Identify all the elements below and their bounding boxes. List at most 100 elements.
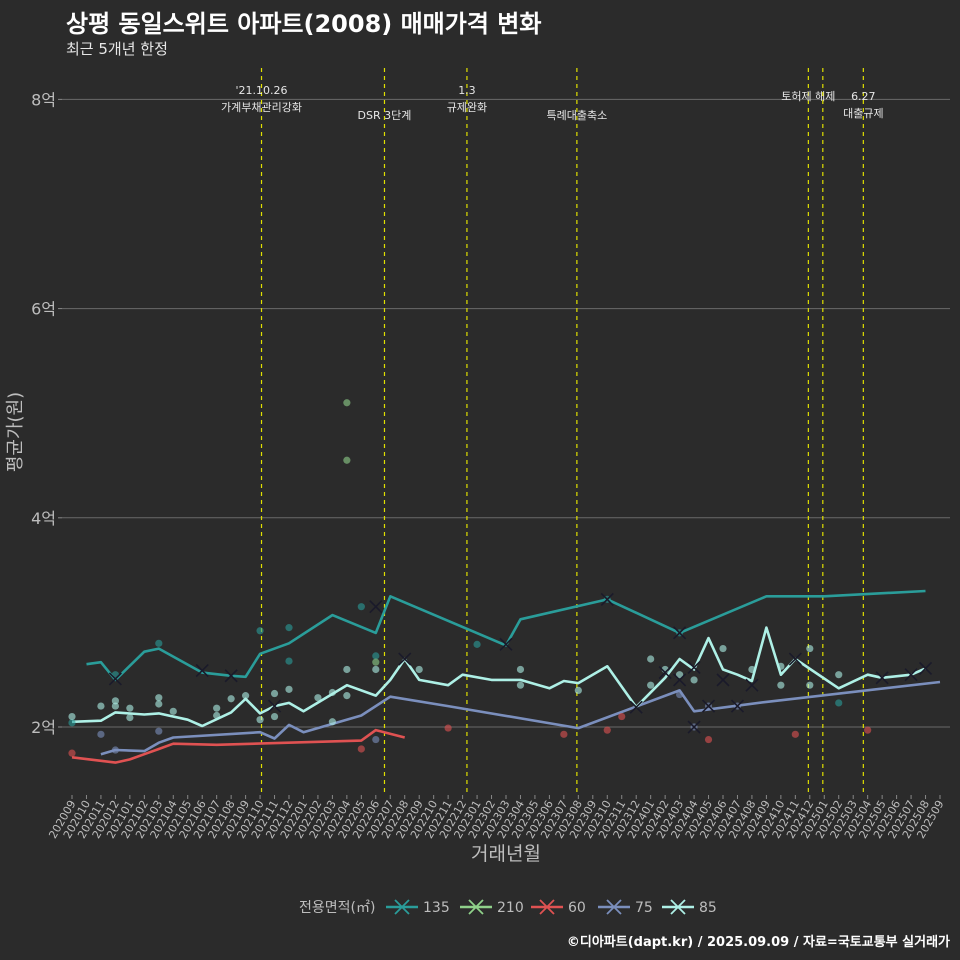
cross-marker xyxy=(687,660,701,674)
cross-marker-shape xyxy=(629,700,643,714)
series-line-135 xyxy=(86,589,926,682)
data-point xyxy=(647,655,655,663)
data-point xyxy=(97,730,105,738)
cross-marker-shape xyxy=(730,699,745,713)
event-label: '21.10.26 xyxy=(236,84,288,97)
data-point xyxy=(314,694,322,702)
x-axis-title: 거래년월 xyxy=(471,843,541,865)
cross-marker xyxy=(687,720,701,734)
data-point xyxy=(343,399,351,407)
data-point xyxy=(748,665,756,674)
legend: 전용면적(㎡) 135 210 60 75 85 xyxy=(299,899,717,916)
cross-marker xyxy=(673,626,687,640)
cross-marker-shape xyxy=(673,673,687,687)
cross-marker-shape xyxy=(904,668,918,682)
cross-marker xyxy=(701,699,716,713)
data-point xyxy=(372,735,380,744)
cross-marker-shape xyxy=(701,699,716,713)
data-point xyxy=(256,627,264,635)
cross-marker xyxy=(369,600,383,614)
data-point xyxy=(676,671,684,679)
legend-label-210: 210 xyxy=(497,900,524,916)
data-point xyxy=(372,658,380,666)
data-point xyxy=(516,665,525,674)
cross-marker xyxy=(108,672,122,686)
data-point xyxy=(791,730,799,738)
data-point xyxy=(473,640,481,648)
cross-marker xyxy=(600,592,614,606)
event-label: 대출규제 xyxy=(843,107,883,120)
series-line-85 xyxy=(71,626,927,728)
data-point xyxy=(285,624,293,632)
data-point xyxy=(126,713,134,722)
cross-marker-shape xyxy=(918,661,933,675)
data-point xyxy=(835,671,843,679)
event-label: DSR 3단계 xyxy=(358,109,412,122)
data-point xyxy=(328,688,336,697)
cross-marker xyxy=(267,699,282,713)
data-point xyxy=(285,657,293,665)
data-point xyxy=(328,718,336,726)
cross-marker xyxy=(788,652,802,666)
data-point xyxy=(97,702,105,710)
data-point xyxy=(704,735,713,744)
data-point xyxy=(516,681,525,689)
cross-marker xyxy=(716,673,730,687)
event-label: 가계부채관리강화 xyxy=(221,101,302,114)
data-point xyxy=(227,695,235,703)
data-point xyxy=(213,704,221,712)
event-label: 특례대출축소 xyxy=(547,109,608,122)
data-point xyxy=(155,694,163,702)
cross-marker xyxy=(224,669,238,683)
cross-marker-shape xyxy=(875,671,889,685)
cross-marker-shape xyxy=(687,720,701,734)
x-axis: 2020092020102020112020122021012021022021… xyxy=(46,795,947,865)
data-point xyxy=(270,689,279,698)
cross-marker-shape xyxy=(369,600,383,614)
data-point xyxy=(155,700,163,708)
data-point xyxy=(68,749,76,757)
legend-key-cross xyxy=(394,899,410,915)
event-label: 규제완화 xyxy=(447,101,487,114)
data-point xyxy=(242,692,250,700)
data-point xyxy=(111,746,119,754)
data-point xyxy=(372,652,380,660)
data-point xyxy=(169,707,177,715)
cross-marker-shape xyxy=(398,652,412,666)
data-point xyxy=(806,644,814,653)
cross-marker-shape xyxy=(745,678,759,692)
data-point xyxy=(256,716,264,724)
cross-marker-shape xyxy=(600,592,614,606)
legend-title: 전용면적(㎡) xyxy=(299,900,375,916)
data-point xyxy=(415,665,423,674)
cross-marker-shape xyxy=(788,652,802,666)
data-point xyxy=(155,727,163,735)
cross-marker-shape xyxy=(499,637,513,651)
event-label: 1.3 xyxy=(458,84,476,97)
cross-marker xyxy=(499,637,513,651)
data-point xyxy=(806,681,814,689)
y-axis-title: 평균가(원) xyxy=(5,392,26,472)
data-point xyxy=(777,681,785,689)
legend-key-cross xyxy=(468,899,484,915)
data-point xyxy=(777,662,785,670)
data-point xyxy=(603,726,611,734)
scatter-points xyxy=(68,399,872,757)
chart-title: 상평 동일스위트 아파트(2008) 매매가격 변화 xyxy=(66,10,542,38)
cross-marker xyxy=(658,666,672,680)
cross-marker xyxy=(398,652,412,666)
legend-label-60: 60 xyxy=(568,900,586,916)
data-point xyxy=(574,686,582,694)
cross-marker xyxy=(730,699,745,713)
cross-marker-shape xyxy=(224,669,238,683)
chart-subtitle: 최근 5개년 한정 xyxy=(66,40,168,58)
legend-label-85: 85 xyxy=(699,900,717,916)
data-point xyxy=(372,665,380,674)
data-point xyxy=(690,676,698,684)
series-line-60 xyxy=(71,728,406,764)
cross-marker xyxy=(629,700,643,714)
data-point xyxy=(270,712,279,721)
